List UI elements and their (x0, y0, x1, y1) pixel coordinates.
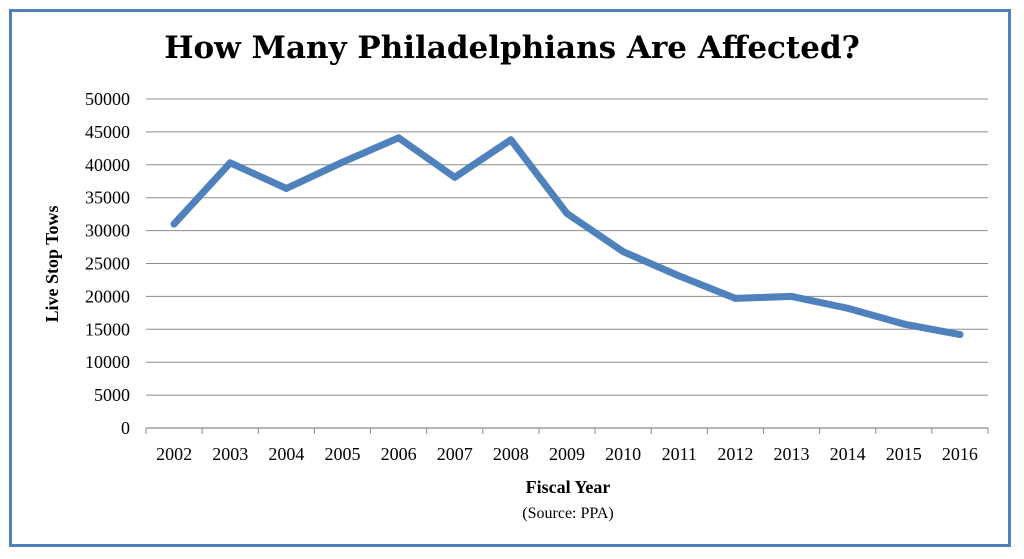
data-point (731, 294, 739, 302)
y-tick-label: 35000 (85, 188, 130, 208)
x-tick-label: 2002 (156, 444, 192, 464)
x-tick-label: 2013 (774, 444, 810, 464)
data-point (282, 184, 290, 192)
x-tick-label: 2015 (886, 444, 922, 464)
data-point (338, 158, 346, 166)
data-point (395, 134, 403, 142)
x-axis (145, 427, 989, 434)
y-tick-label: 10000 (85, 352, 130, 372)
y-tick-label: 30000 (85, 221, 130, 241)
x-tick-label: 2003 (212, 444, 248, 464)
y-tick-label: 50000 (85, 89, 130, 109)
y-axis-title: Live Stop Tows (42, 205, 62, 322)
data-point (900, 320, 908, 328)
y-tick-labels: 0 5000 10000 15000 20000 25000 30000 35000 40000… (85, 89, 130, 438)
series-layer (170, 134, 964, 339)
y-tick-label: 0 (121, 418, 130, 438)
y-tick-label: 25000 (85, 254, 130, 274)
x-tick-label: 2014 (830, 444, 866, 464)
y-tick-label: 45000 (85, 122, 130, 142)
y-tick-label: 40000 (85, 155, 130, 175)
x-tick-label: 2007 (437, 444, 473, 464)
data-point (507, 136, 515, 144)
gridlines (146, 98, 988, 396)
x-tick-labels: 2002 2003 2004 2005 2006 2007 2008 2009 2010 2011… (156, 444, 978, 464)
x-tick-label: 2010 (605, 444, 641, 464)
data-point (844, 304, 852, 312)
data-point (226, 159, 234, 167)
data-point (956, 331, 964, 339)
x-tick-label: 2004 (268, 444, 304, 464)
x-tick-label: 2005 (324, 444, 360, 464)
source-note: (Source: PPA) (522, 505, 613, 522)
data-point (451, 173, 459, 181)
data-point (788, 292, 796, 300)
y-tick-label: 15000 (85, 319, 130, 339)
y-tick-label: 20000 (85, 286, 130, 306)
x-tick-label: 2006 (381, 444, 417, 464)
y-tick-label: 5000 (94, 385, 130, 405)
data-point (675, 272, 683, 280)
x-tick-label: 2012 (717, 444, 753, 464)
x-tick-label: 2011 (662, 444, 697, 464)
chart-title: How Many Philadelphians Are Affected? (164, 30, 860, 66)
series-line (170, 134, 964, 339)
x-axis-title: Fiscal Year (526, 477, 611, 497)
x-tick-label: 2008 (493, 444, 529, 464)
data-point (563, 209, 571, 217)
x-tick-label: 2016 (942, 444, 978, 464)
data-point (170, 220, 178, 228)
x-tick-label: 2009 (549, 444, 585, 464)
data-point (619, 248, 627, 256)
